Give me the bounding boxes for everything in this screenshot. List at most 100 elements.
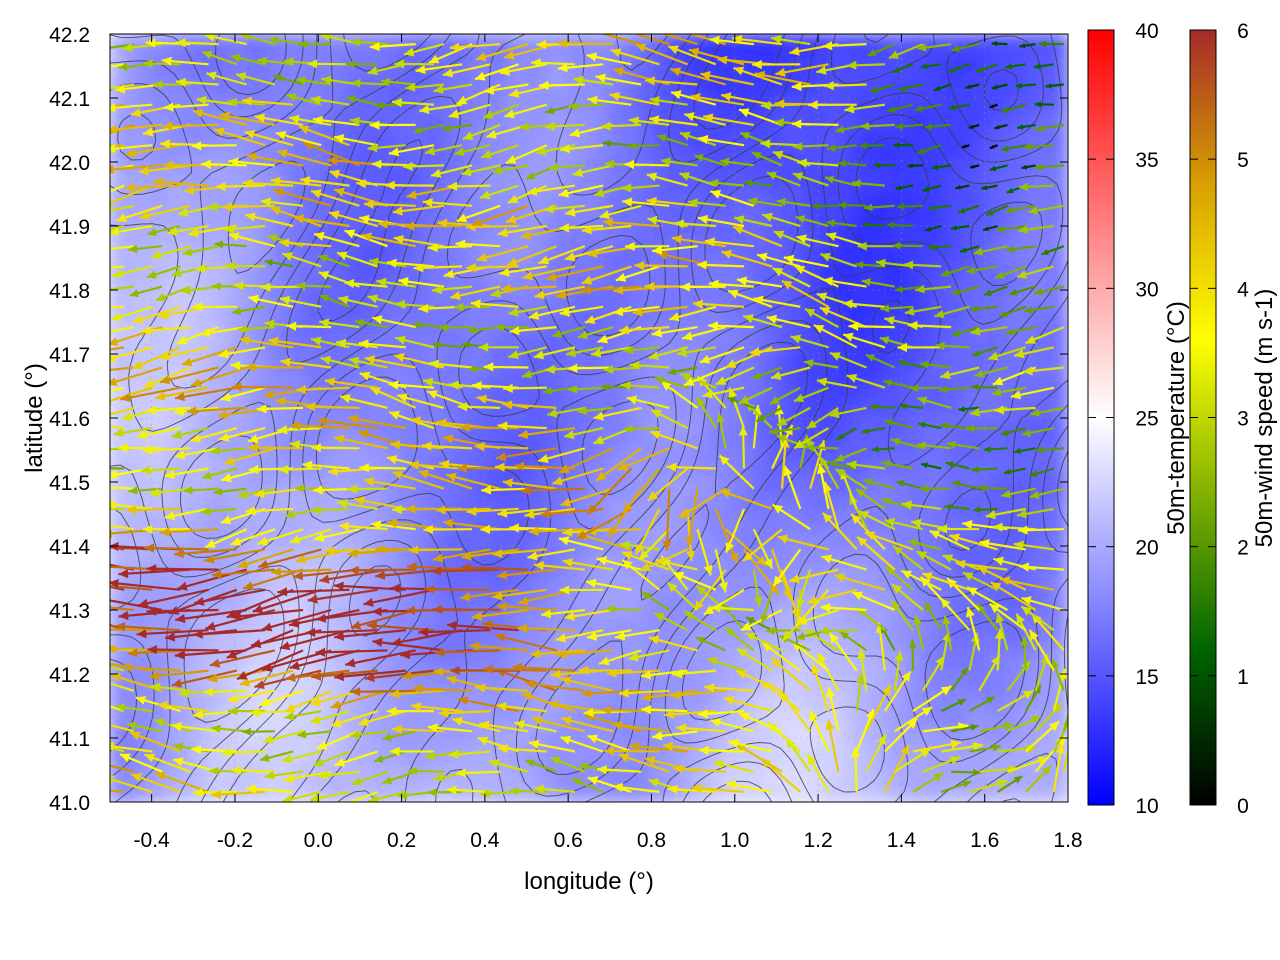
heatmap-cell — [786, 454, 811, 478]
heatmap-cell — [247, 569, 272, 593]
heatmap-cell — [986, 147, 1011, 171]
heatmap-cell — [447, 34, 472, 56]
wind-vector — [710, 718, 755, 733]
heatmap-cell — [706, 128, 731, 152]
heatmap-cell — [786, 665, 811, 689]
wind-vector — [939, 385, 970, 394]
heatmap-cell — [966, 89, 991, 113]
wind-vector — [816, 463, 830, 510]
heatmap-cell — [527, 339, 552, 363]
wind-vector — [779, 690, 812, 732]
wind-vector — [648, 635, 698, 652]
wind-vector — [407, 766, 444, 776]
heatmap-cell — [806, 492, 831, 516]
heatmap-cell — [946, 492, 971, 516]
heatmap-cell — [1006, 569, 1031, 593]
wind-vector — [738, 425, 748, 469]
heatmap-cell — [926, 627, 951, 651]
heatmap-cell — [367, 185, 392, 209]
wind-vector — [966, 586, 1008, 611]
wind-vector — [242, 727, 275, 736]
wind-vector — [540, 608, 585, 619]
heatmap-cell — [886, 204, 911, 228]
wind-vector — [924, 601, 943, 631]
wind-vector — [894, 747, 932, 773]
heatmap-cell — [1026, 665, 1051, 689]
wind-vector — [691, 783, 745, 793]
heatmap-cell — [128, 51, 152, 75]
heatmap-cell — [507, 147, 532, 171]
heatmap-cell — [327, 185, 352, 209]
wind-vector — [154, 771, 209, 793]
heatmap-cell — [567, 262, 591, 286]
heatmap-cell — [866, 608, 891, 632]
heatmap-cell — [447, 243, 472, 267]
heatmap-cell — [110, 147, 132, 171]
wind-vector — [201, 507, 237, 516]
wind-vector — [776, 434, 811, 450]
heatmap-cell — [187, 416, 212, 440]
heatmap-cell — [487, 780, 512, 802]
heatmap-cell — [587, 531, 611, 555]
wind-vector — [955, 559, 1008, 571]
wind-vector — [752, 528, 774, 570]
x-tick-label: 0.8 — [637, 829, 666, 852]
wind-speed-colorbar-label: 50m-wind speed (m s-1) — [1251, 289, 1278, 548]
wind-vector — [816, 652, 840, 692]
wind-vector — [110, 585, 125, 591]
heatmap-cell — [706, 608, 731, 632]
heatmap-cell — [507, 34, 532, 56]
heatmap-cell — [187, 646, 212, 670]
heatmap-cell — [666, 512, 691, 536]
wind-vector — [363, 477, 416, 490]
wind-vector — [716, 412, 727, 449]
wind-vector — [968, 695, 996, 713]
wind-vector — [883, 379, 914, 389]
heatmap-cell — [267, 243, 292, 267]
heatmap-cell — [846, 435, 871, 459]
heatmap-cell — [467, 531, 492, 555]
heatmap-cell — [607, 550, 631, 574]
heatmap-cell — [666, 224, 691, 248]
heatmap-cell — [267, 262, 292, 286]
wind-vector — [115, 622, 181, 632]
heatmap-cell — [147, 454, 172, 478]
heatmap-cell — [227, 108, 252, 132]
heatmap-cell — [110, 512, 132, 536]
wind-vector — [259, 689, 304, 707]
wind-vector — [641, 689, 698, 702]
heatmap-cell — [467, 569, 492, 593]
heatmap-cell — [567, 147, 591, 171]
heatmap-cell — [527, 569, 552, 593]
heatmap-cell — [307, 262, 332, 286]
wind-vector — [670, 689, 726, 700]
wind-vector — [171, 721, 219, 733]
wind-vector — [351, 770, 388, 786]
wind-vector — [915, 550, 952, 571]
wind-vector — [769, 386, 801, 405]
heatmap-cell — [906, 339, 931, 363]
heatmap-cell — [986, 166, 1011, 190]
wind-vector — [110, 789, 125, 793]
heatmap-cell — [926, 492, 951, 516]
heatmap-cell — [646, 608, 671, 632]
heatmap-cell — [1046, 665, 1068, 689]
wind-vector — [203, 687, 247, 697]
wind-vector — [317, 416, 378, 430]
wind-vector — [239, 669, 294, 687]
heatmap-cell — [986, 704, 1011, 728]
heatmap-cell — [646, 569, 671, 593]
wind-vector — [502, 400, 557, 410]
x-axis-label: longitude (°) — [524, 868, 654, 895]
heatmap-cell — [1046, 454, 1068, 478]
heatmap-cell — [1026, 185, 1051, 209]
heatmap-cell — [626, 780, 651, 802]
wind-vector — [150, 682, 191, 692]
heatmap-cell — [287, 473, 312, 497]
x-tick-label: 1.8 — [1053, 829, 1082, 852]
wind-vector — [456, 768, 501, 778]
wind-vector — [945, 461, 970, 470]
heatmap-cell — [267, 89, 292, 113]
wind-vector — [1024, 720, 1060, 753]
wind-vector — [110, 606, 135, 612]
